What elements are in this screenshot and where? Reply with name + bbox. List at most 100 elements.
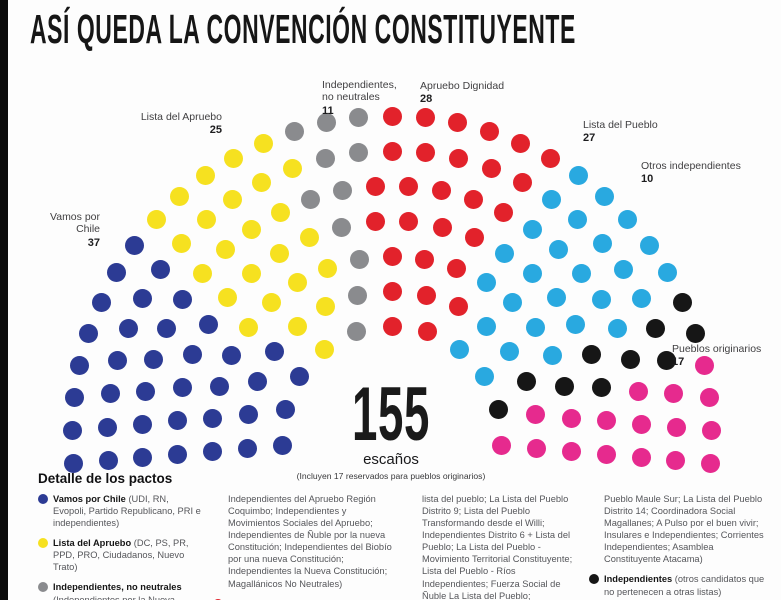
seat-dot: [620, 350, 640, 370]
legend-entry: Apruebo Dignidad (PC, Frente Amplio): [213, 598, 397, 600]
seat-dot: [365, 212, 385, 232]
party-label-vamos-por-chile: Vamos por Chile 37: [40, 211, 100, 250]
party-name: Apruebo Dignidad: [420, 80, 505, 92]
seat-dot: [156, 319, 176, 339]
legend-entry-detail: lista del pueblo; La Lista del Pueblo Di…: [422, 494, 573, 600]
seat-dot: [349, 108, 369, 128]
seat-dot: [317, 258, 337, 278]
seat-dot: [592, 233, 612, 253]
seat-dot: [316, 113, 336, 133]
seat-dot: [477, 316, 497, 336]
seat-dot: [133, 288, 153, 308]
seat-dot: [348, 285, 368, 305]
seat-dot: [596, 411, 616, 431]
seat-dot: [288, 273, 307, 293]
seat-dot: [172, 290, 192, 310]
seat-dot: [63, 454, 83, 474]
seat-dot: [465, 228, 485, 248]
seat-dot: [209, 376, 229, 396]
seat-dot: [239, 404, 259, 424]
seat-dot: [136, 382, 156, 402]
seat-dot: [399, 177, 419, 197]
seat-dot: [525, 404, 545, 424]
seat-dot: [332, 217, 352, 237]
seat-dot: [118, 319, 138, 339]
seat-dot: [301, 190, 321, 210]
party-label-apruebo-dignidad: Apruebo Dignidad 28: [420, 80, 540, 106]
seat-dot: [98, 451, 118, 471]
legend-entry-detail: Pueblo Maule Sur; La Lista del Pueblo Di…: [604, 494, 764, 565]
seat-dot: [613, 260, 633, 280]
legend-bullet-icon: [38, 494, 48, 504]
party-label-pueblos-originarios: Pueblos originarios 17: [672, 343, 780, 369]
seat-dot: [241, 219, 261, 239]
seat-dot: [516, 371, 536, 391]
total-seats-block: 155 escaños (Incluyen 17 reservados para…: [291, 377, 491, 481]
seat-dot: [196, 166, 216, 186]
seat-dot: [480, 121, 500, 141]
seat-dot: [415, 249, 435, 269]
seat-dot: [203, 442, 223, 462]
seat-dot: [264, 341, 284, 361]
seat-dot: [631, 288, 651, 308]
seat-dot: [91, 292, 111, 312]
seat-dot: [168, 411, 188, 431]
legend-column-4: Pueblo Maule Sur; La Lista del Pueblo Di…: [589, 493, 771, 600]
legend-columns: Vamos por Chile (UDI, RN, Evopoli, Parti…: [38, 493, 774, 600]
seat-dot: [525, 317, 545, 337]
party-name: Lista del Apruebo: [140, 111, 222, 123]
seat-dot: [540, 148, 560, 168]
seat-dot: [667, 417, 687, 437]
seat-dot: [223, 190, 243, 210]
seat-dot: [628, 382, 648, 402]
legend-entry-name: Independientes: [604, 574, 673, 585]
seat-dot: [685, 323, 705, 343]
seat-dot: [664, 384, 684, 404]
party-seats: 28: [420, 93, 433, 106]
party-seats: 11: [322, 104, 334, 117]
legend-entry: Lista del Apruebo (DC, PS, PR, PPD, PRO,…: [38, 537, 203, 573]
left-edge-bar: [0, 0, 8, 600]
seat-dot: [432, 217, 452, 237]
seat-dot: [198, 315, 218, 335]
seat-dot: [382, 316, 402, 336]
legend-bullet-icon: [213, 598, 223, 600]
seat-dot: [463, 190, 483, 210]
seat-dot: [192, 263, 212, 283]
seat-dot: [549, 240, 569, 260]
seat-dot: [492, 436, 512, 456]
seat-dot: [382, 141, 402, 161]
legend-entry-name: Independientes, no neutrales: [53, 582, 182, 593]
seat-dot: [572, 263, 592, 283]
seat-dot: [449, 149, 469, 169]
legend-entry-detail: (DC, PS, PR, PPD, PRO, Ciudadanos, Nuevo…: [53, 538, 189, 573]
seat-dot: [183, 345, 203, 365]
seat-dot: [447, 258, 467, 278]
seat-dot: [694, 355, 714, 375]
seat-dot: [132, 415, 152, 435]
seat-dot: [146, 210, 166, 230]
seat-dot: [382, 281, 402, 301]
seat-dot: [399, 212, 419, 232]
seat-dot: [522, 263, 542, 283]
seat-dot: [100, 384, 120, 404]
seat-dot: [666, 451, 686, 471]
seat-dot: [224, 148, 243, 168]
party-name: Vamos por Chile: [50, 211, 100, 236]
seat-dot: [283, 159, 303, 179]
legend-heading: Detalle de los pactos: [38, 471, 173, 486]
seat-dot: [657, 351, 677, 371]
seat-dot: [107, 263, 127, 283]
seat-dot: [474, 366, 494, 386]
seat-dot: [239, 317, 259, 337]
seat-dot: [172, 233, 192, 253]
seat-dot: [523, 219, 543, 239]
seat-dot: [561, 409, 581, 429]
seat-dot: [608, 319, 628, 339]
legend-continuation-text: lista del pueblo; La Lista del Pueblo Di…: [407, 493, 579, 600]
seat-dot: [275, 399, 295, 419]
legend-entry: Independientes, no neutrales (Independie…: [38, 581, 203, 600]
legend-entry-detail: Independientes del Apruebo Región Coquim…: [228, 494, 392, 589]
